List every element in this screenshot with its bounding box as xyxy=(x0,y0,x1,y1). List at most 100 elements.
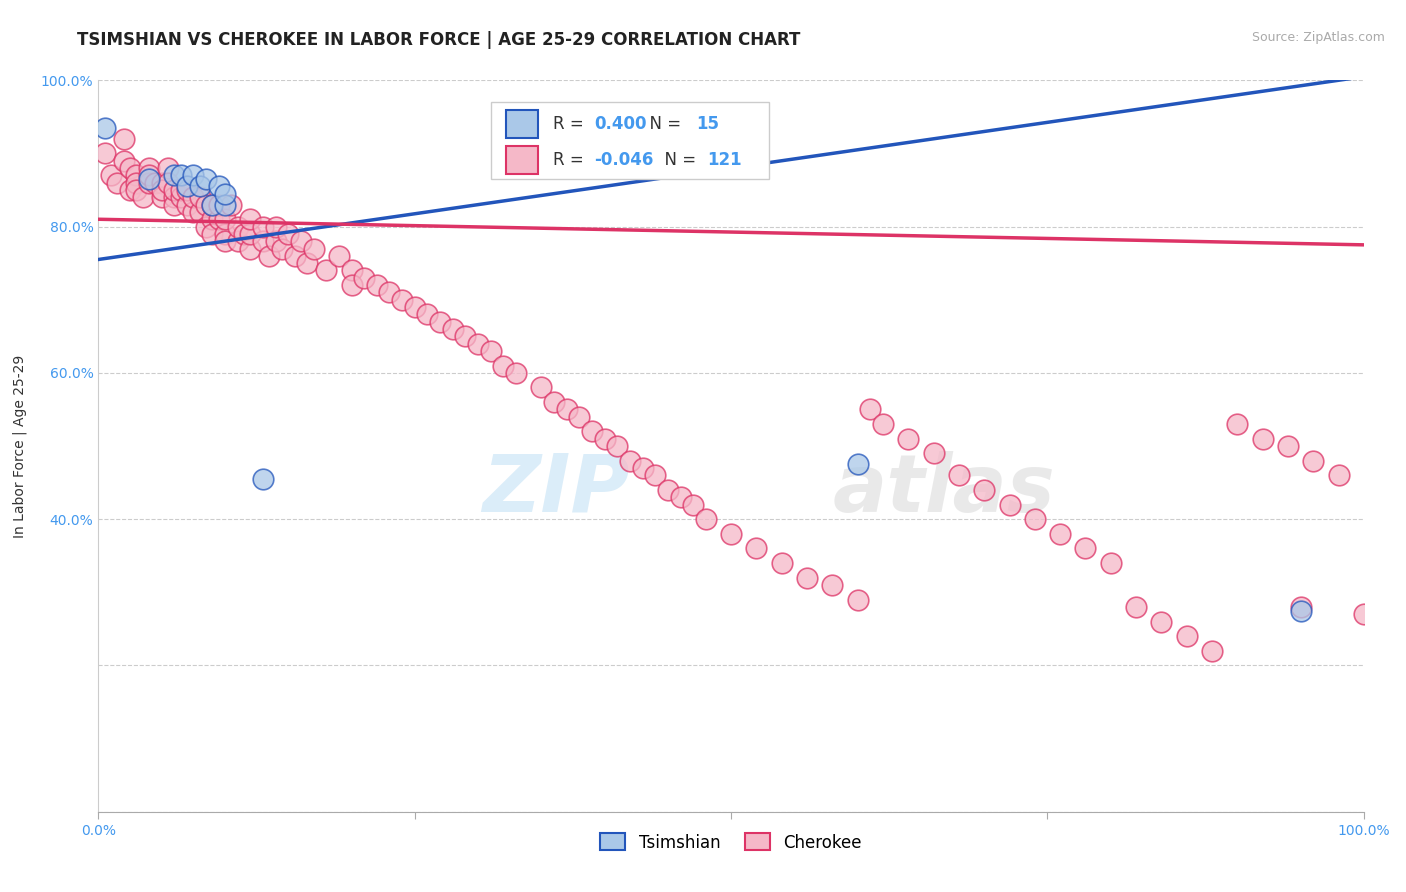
Point xyxy=(264,219,287,234)
Point xyxy=(201,197,224,211)
Point xyxy=(157,176,180,190)
Point xyxy=(138,161,160,175)
Point xyxy=(169,169,191,183)
Point xyxy=(208,212,231,227)
Point xyxy=(277,227,299,241)
Point xyxy=(353,270,375,285)
Point xyxy=(1251,432,1274,446)
Point xyxy=(201,197,224,211)
Point xyxy=(176,197,198,211)
Text: 121: 121 xyxy=(707,151,742,169)
Point xyxy=(315,263,337,277)
Point xyxy=(214,197,236,211)
Point xyxy=(239,242,262,256)
Point xyxy=(872,417,894,431)
Point xyxy=(201,212,224,227)
Point xyxy=(859,402,882,417)
Legend: Tsimshian, Cherokee: Tsimshian, Cherokee xyxy=(593,827,869,858)
Point xyxy=(391,293,413,307)
Point xyxy=(194,219,218,234)
Point xyxy=(188,179,211,194)
Point xyxy=(897,432,920,446)
Point xyxy=(138,169,160,183)
Point xyxy=(530,380,553,394)
Point xyxy=(948,468,970,483)
Point xyxy=(796,571,818,585)
Point xyxy=(1226,417,1249,431)
Point xyxy=(568,409,591,424)
Point xyxy=(302,242,325,256)
Point xyxy=(188,205,211,219)
Point xyxy=(593,432,616,446)
Point xyxy=(176,183,198,197)
Point xyxy=(163,183,186,197)
Point xyxy=(125,183,148,197)
Point xyxy=(378,285,401,300)
Point xyxy=(264,234,287,248)
Point xyxy=(252,234,274,248)
Point xyxy=(973,483,995,497)
Point xyxy=(125,176,148,190)
Text: TSIMSHIAN VS CHEROKEE IN LABOR FORCE | AGE 25-29 CORRELATION CHART: TSIMSHIAN VS CHEROKEE IN LABOR FORCE | A… xyxy=(77,31,800,49)
Point xyxy=(138,176,160,190)
Point xyxy=(340,278,363,293)
Text: Source: ZipAtlas.com: Source: ZipAtlas.com xyxy=(1251,31,1385,45)
Point xyxy=(555,402,578,417)
Point xyxy=(194,172,218,186)
Point xyxy=(163,197,186,211)
Point xyxy=(479,343,502,358)
Point xyxy=(125,169,148,183)
Point xyxy=(581,425,603,439)
Point xyxy=(606,439,628,453)
Point xyxy=(1175,629,1198,643)
Point xyxy=(239,212,262,227)
Bar xyxy=(491,103,769,179)
Point xyxy=(492,359,515,373)
Y-axis label: In Labor Force | Age 25-29: In Labor Force | Age 25-29 xyxy=(13,354,27,538)
Point xyxy=(150,183,173,197)
Point xyxy=(454,329,477,343)
Point xyxy=(846,457,869,471)
Point xyxy=(328,249,350,263)
Point xyxy=(284,249,307,263)
Point xyxy=(1150,615,1173,629)
Point xyxy=(543,395,565,409)
Point xyxy=(150,176,173,190)
Text: N =: N = xyxy=(654,151,702,169)
Point xyxy=(93,120,117,135)
Point xyxy=(416,307,439,321)
Point xyxy=(631,461,654,475)
Point xyxy=(1302,453,1324,467)
Point xyxy=(93,146,117,161)
Point xyxy=(226,219,249,234)
Point xyxy=(112,132,135,146)
Point xyxy=(1277,439,1299,453)
Point xyxy=(770,556,793,570)
Text: atlas: atlas xyxy=(832,450,1054,529)
Point xyxy=(252,219,274,234)
Point xyxy=(505,366,527,380)
Text: 0.400: 0.400 xyxy=(595,115,647,133)
Point xyxy=(138,172,160,186)
Point xyxy=(290,234,312,248)
Point xyxy=(176,179,198,194)
Point xyxy=(270,242,294,256)
Point xyxy=(100,169,122,183)
Point xyxy=(429,315,451,329)
Point xyxy=(404,300,426,314)
Point xyxy=(1201,644,1223,658)
Point xyxy=(157,161,180,175)
Text: ZIP: ZIP xyxy=(482,450,630,529)
Text: R =: R = xyxy=(553,151,589,169)
Point xyxy=(1289,603,1312,617)
Point xyxy=(219,197,243,211)
Point xyxy=(657,483,679,497)
Point xyxy=(695,512,717,526)
Point xyxy=(233,227,256,241)
Point xyxy=(214,212,236,227)
Point xyxy=(252,472,274,486)
Point xyxy=(112,153,135,168)
Point xyxy=(1327,468,1350,483)
Point xyxy=(619,453,641,467)
Point xyxy=(150,190,173,204)
